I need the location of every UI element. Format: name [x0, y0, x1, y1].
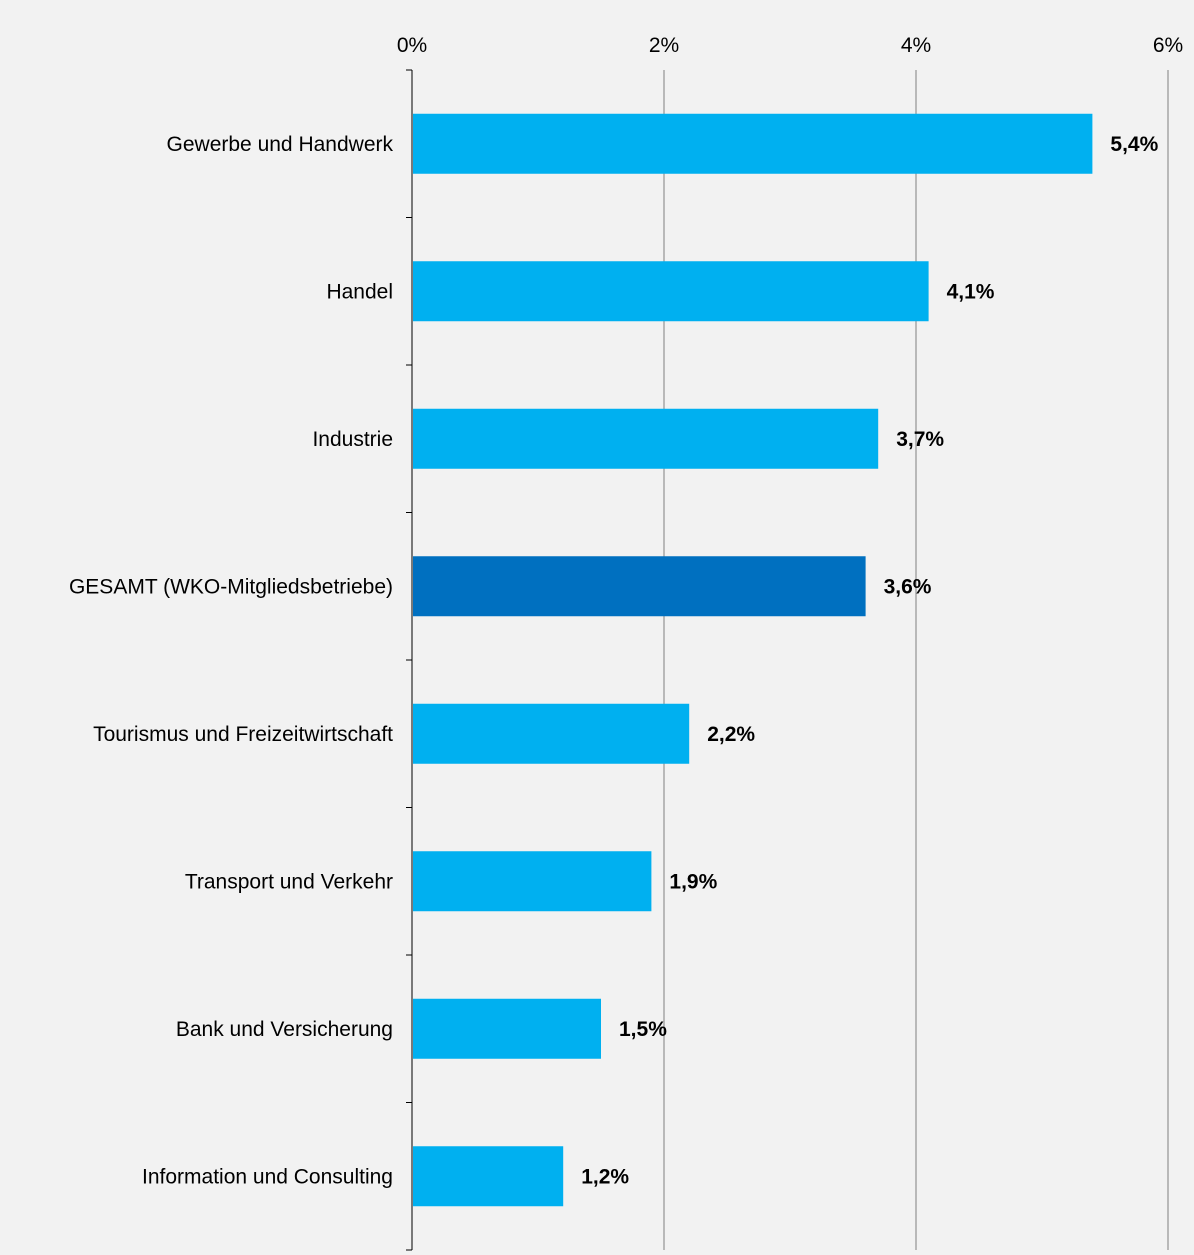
data-label: 4,1% [947, 280, 995, 303]
bar [413, 408, 879, 469]
category-label: Industrie [312, 428, 393, 451]
category-axis [406, 69, 413, 1251]
x-tick-label: 0% [397, 34, 427, 57]
bars [413, 113, 1093, 1207]
x-tick-label: 2% [649, 34, 679, 57]
data-label: 2,2% [707, 723, 755, 746]
data-label: 1,9% [669, 870, 717, 893]
data-label: 3,7% [896, 428, 944, 451]
category-label: Information und Consulting [142, 1165, 393, 1188]
category-label: GESAMT (WKO-Mitgliedsbetriebe) [69, 575, 393, 598]
data-label: 1,2% [581, 1165, 629, 1188]
gridlines [663, 70, 1169, 1250]
category-label: Transport und Verkehr [185, 870, 393, 893]
category-label: Tourismus und Freizeitwirtschaft [93, 723, 393, 746]
x-tick-label: 6% [1153, 34, 1183, 57]
x-axis-ticks: 0% 2% 4% 6% [397, 34, 1183, 57]
category-label: Gewerbe und Handwerk [167, 133, 394, 156]
bar [413, 851, 652, 912]
bar [413, 113, 1093, 174]
bar [413, 703, 690, 764]
bar [413, 261, 929, 322]
bar [413, 998, 601, 1059]
bar [413, 556, 866, 617]
data-label: 3,6% [884, 575, 932, 598]
bar [413, 1146, 564, 1207]
category-label: Bank und Versicherung [176, 1018, 393, 1041]
data-label: 5,4% [1110, 133, 1158, 156]
category-labels: Gewerbe und Handwerk Handel Industrie GESAM… [69, 133, 394, 1189]
data-label: 1,5% [619, 1018, 667, 1041]
category-label: Handel [326, 280, 393, 303]
x-tick-label: 4% [901, 34, 931, 57]
data-labels: 5,4% 4,1% 3,7% 3,6% 2,2% 1,9% 1,5% 1,2% [581, 133, 1158, 1189]
